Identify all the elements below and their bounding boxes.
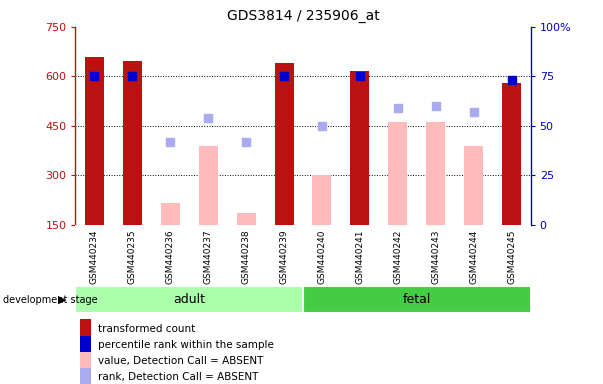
Text: GSM440243: GSM440243 <box>431 230 440 284</box>
Point <box>507 77 517 83</box>
Point <box>127 73 137 79</box>
Bar <box>312 175 332 225</box>
Text: ▶: ▶ <box>58 295 66 305</box>
Bar <box>388 122 408 225</box>
Point <box>469 109 479 115</box>
Bar <box>350 71 370 225</box>
Text: adult: adult <box>173 293 205 306</box>
Bar <box>80 352 91 371</box>
Bar <box>236 213 256 225</box>
Text: fetal: fetal <box>403 293 431 306</box>
Point <box>89 73 99 79</box>
Text: percentile rank within the sample: percentile rank within the sample <box>98 340 274 350</box>
Bar <box>274 63 294 225</box>
Point <box>431 103 441 109</box>
Text: GSM440236: GSM440236 <box>166 230 175 284</box>
Text: GSM440241: GSM440241 <box>355 230 364 284</box>
Point <box>165 139 175 145</box>
Title: GDS3814 / 235906_at: GDS3814 / 235906_at <box>227 9 379 23</box>
Bar <box>80 368 91 384</box>
Point <box>203 115 213 121</box>
Bar <box>80 319 91 338</box>
Point <box>393 105 403 111</box>
Bar <box>303 286 531 313</box>
Point <box>241 139 251 145</box>
Text: rank, Detection Call = ABSENT: rank, Detection Call = ABSENT <box>98 372 259 382</box>
Point <box>317 123 327 129</box>
Bar <box>80 336 91 354</box>
Text: GSM440240: GSM440240 <box>317 230 326 284</box>
Text: GSM440235: GSM440235 <box>128 230 137 284</box>
Point <box>355 73 365 79</box>
Bar <box>85 56 104 225</box>
Point <box>279 73 289 79</box>
Text: GSM440234: GSM440234 <box>90 230 99 284</box>
Bar <box>426 122 445 225</box>
Bar <box>464 146 483 225</box>
Text: GSM440239: GSM440239 <box>280 230 289 284</box>
Bar <box>426 122 445 225</box>
Bar <box>75 286 303 313</box>
Bar <box>502 83 521 225</box>
Text: GSM440238: GSM440238 <box>242 230 251 284</box>
Bar <box>123 61 142 225</box>
Text: GSM440244: GSM440244 <box>469 230 478 284</box>
Text: transformed count: transformed count <box>98 324 195 334</box>
Text: development stage: development stage <box>3 295 98 305</box>
Text: GSM440245: GSM440245 <box>507 230 516 284</box>
Bar <box>236 213 256 225</box>
Text: value, Detection Call = ABSENT: value, Detection Call = ABSENT <box>98 356 264 366</box>
Text: GSM440242: GSM440242 <box>393 230 402 284</box>
Text: GSM440237: GSM440237 <box>204 230 213 284</box>
Bar <box>198 146 218 225</box>
Bar <box>161 203 180 225</box>
